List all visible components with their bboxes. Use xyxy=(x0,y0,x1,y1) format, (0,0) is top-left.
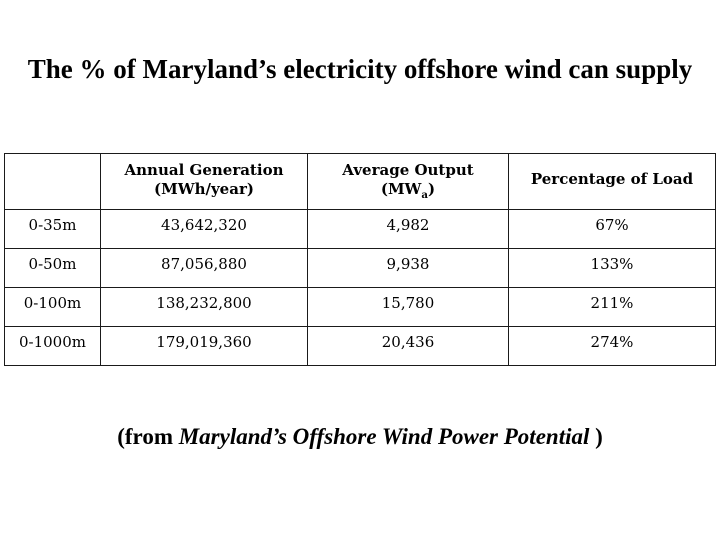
header-line-2-unit: (MW xyxy=(380,179,422,198)
depth-cell: 0-100m xyxy=(4,287,101,327)
generation-cell: 138,232,800 xyxy=(100,287,308,327)
depth-cell: 0-1000m xyxy=(4,326,101,366)
output-cell: 4,982 xyxy=(307,209,509,249)
table-row: 0-100m 138,232,800 15,780 211% xyxy=(4,287,716,327)
table-row: 0-1000m 179,019,360 20,436 274% xyxy=(4,326,716,366)
generation-cell: 179,019,360 xyxy=(100,326,308,366)
header-line-1: Annual Generation xyxy=(124,161,284,180)
load-cell: 67% xyxy=(508,209,716,249)
header-line-2: (MWh/year) xyxy=(154,179,254,198)
load-cell: 274% xyxy=(508,326,716,366)
wind-supply-table: Annual Generation (MWh/year) Average Out… xyxy=(4,153,716,366)
caption-suffix: ) xyxy=(589,424,603,449)
table-row: 0-35m 43,642,320 4,982 67% xyxy=(4,209,716,249)
load-cell: 211% xyxy=(508,287,716,327)
depth-cell: 0-35m xyxy=(4,209,101,249)
header-line-1: Percentage of Load xyxy=(530,170,694,189)
col-header-depth xyxy=(4,153,101,210)
output-cell: 15,780 xyxy=(307,287,509,327)
slide-title: The % of Maryland’s electricity offshore… xyxy=(27,54,693,84)
generation-cell: 43,642,320 xyxy=(100,209,308,249)
depth-cell: 0-50m xyxy=(4,248,101,288)
header-line-1: Average Output xyxy=(342,161,474,180)
col-header-average-output: Average Output (MWa) xyxy=(307,153,509,210)
header-unit-subscript: a xyxy=(421,188,429,201)
table-header-row: Annual Generation (MWh/year) Average Out… xyxy=(4,153,716,210)
generation-cell: 87,056,880 xyxy=(100,248,308,288)
table-row: 0-50m 87,056,880 9,938 133% xyxy=(4,248,716,288)
output-cell: 9,938 xyxy=(307,248,509,288)
output-cell: 20,436 xyxy=(307,326,509,366)
load-cell: 133% xyxy=(508,248,716,288)
header-line-2-close: ) xyxy=(428,179,436,198)
col-header-annual-generation: Annual Generation (MWh/year) xyxy=(100,153,308,210)
caption-prefix: (from xyxy=(117,424,179,449)
source-caption: (from Maryland’s Offshore Wind Power Pot… xyxy=(0,424,720,450)
caption-source-title: Maryland’s Offshore Wind Power Potential xyxy=(178,424,590,449)
col-header-percentage-of-load: Percentage of Load xyxy=(508,153,716,210)
